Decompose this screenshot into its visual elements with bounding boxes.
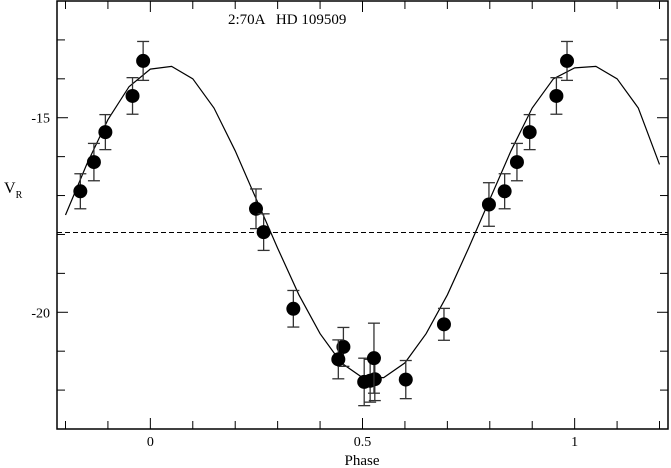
data-point <box>398 359 413 400</box>
data-point <box>98 113 113 151</box>
data-point <box>248 188 263 230</box>
point-marker <box>336 339 351 354</box>
data-point <box>286 289 301 328</box>
data-point <box>73 173 88 210</box>
point-marker <box>73 184 88 199</box>
point-marker <box>98 125 113 140</box>
data-point <box>481 182 496 227</box>
data-point <box>125 77 140 115</box>
point-marker <box>256 225 271 240</box>
point-marker <box>125 88 140 103</box>
data-point <box>136 40 151 82</box>
x-axis-label: Phase <box>345 453 380 468</box>
x-tick-label: 1 <box>571 435 578 450</box>
point-marker <box>286 301 301 316</box>
point-marker <box>497 184 512 199</box>
x-tick-label: 0 <box>147 435 154 450</box>
point-marker <box>136 53 151 68</box>
data-point <box>549 77 564 115</box>
data-point <box>522 113 537 151</box>
point-marker <box>522 125 537 140</box>
axis-ticks <box>57 0 668 430</box>
data-point <box>509 142 524 182</box>
y-axis-label: VR <box>4 180 23 201</box>
y-tick-labels: -15 -20 <box>31 112 50 322</box>
point-marker <box>509 155 524 170</box>
y-tick-label: -15 <box>31 112 50 127</box>
data-point <box>86 142 101 182</box>
data-point <box>256 213 271 252</box>
plot-frame <box>56 0 669 430</box>
point-marker <box>366 351 381 366</box>
data-point <box>436 307 451 341</box>
y-axis-label-subscript: R <box>16 190 23 201</box>
data-point <box>497 173 512 210</box>
point-marker <box>86 155 101 170</box>
point-marker <box>331 352 346 367</box>
data-point <box>366 322 381 394</box>
point-marker <box>549 88 564 103</box>
fit-curve <box>64 65 661 379</box>
data-point <box>560 40 575 82</box>
data-point <box>331 339 346 380</box>
point-marker <box>560 53 575 68</box>
point-marker <box>436 317 451 332</box>
point-marker <box>481 197 496 212</box>
x-tick-labels: 0 0.5 1 <box>147 435 578 450</box>
point-marker <box>398 372 413 387</box>
point-marker <box>248 201 263 216</box>
point-marker <box>367 372 382 387</box>
x-tick-label: 0.5 <box>354 435 372 450</box>
data-points <box>73 40 575 407</box>
chart-title: 2:70A HD 109509 <box>228 12 346 28</box>
y-tick-label: -20 <box>31 306 50 321</box>
